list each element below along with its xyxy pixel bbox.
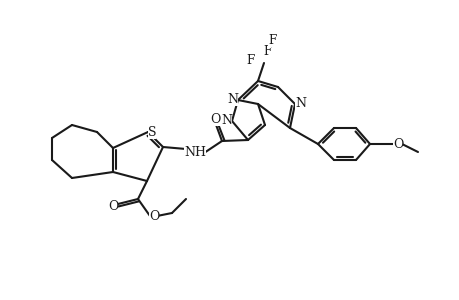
Text: F: F [262, 44, 270, 58]
Text: N: N [221, 113, 232, 127]
Text: NH: NH [184, 146, 206, 158]
Text: O: O [107, 200, 118, 214]
Text: N: N [227, 92, 238, 106]
Text: O: O [209, 112, 220, 125]
Text: O: O [149, 209, 159, 223]
Text: S: S [147, 125, 156, 139]
Text: N: N [295, 97, 306, 110]
Text: F: F [267, 34, 275, 46]
Text: F: F [246, 53, 253, 67]
Text: O: O [392, 137, 402, 151]
